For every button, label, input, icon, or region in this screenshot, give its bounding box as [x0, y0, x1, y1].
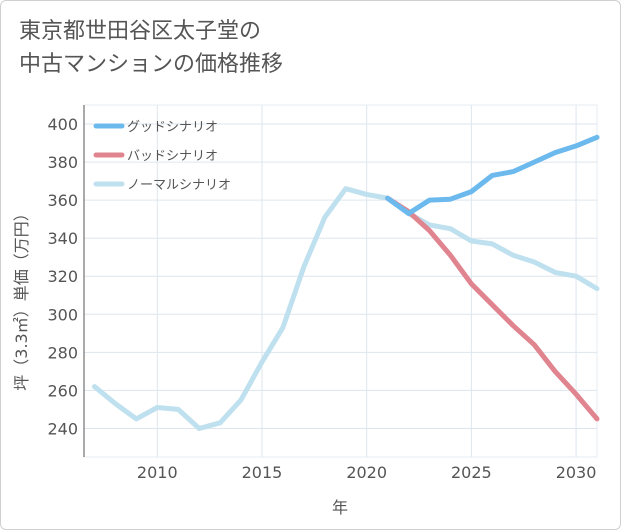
plot-area — [83, 104, 598, 458]
y-tick-label-340: 340 — [47, 229, 78, 248]
series-line-2 — [385, 195, 600, 422]
x-tick-labels: 2010 2015 2020 2025 2030 — [137, 463, 596, 482]
y-tick-label-300: 300 — [47, 305, 78, 324]
grid-lines — [84, 105, 597, 457]
chart-title-line-2: 中古マンションの価格推移 — [19, 52, 284, 77]
legend-label-2: バッドシナリオ — [127, 149, 218, 164]
x-tick-label-2010: 2010 — [137, 463, 178, 482]
y-axis-title: 坪（3.3㎡）単価（万円） — [12, 205, 31, 390]
x-axis-title: 年 — [332, 498, 348, 517]
x-tick-label-2025: 2025 — [451, 463, 492, 482]
y-tick-label-400: 400 — [47, 115, 78, 134]
y-tick-label-320: 320 — [47, 267, 78, 286]
legend-label-1: グッドシナリオ — [127, 120, 218, 135]
y-tick-label-260: 260 — [47, 381, 78, 400]
chart-title: 東京都世田谷区太子堂の 中古マンションの価格推移 — [19, 15, 283, 81]
series-line-3 — [92, 186, 600, 431]
series-lines — [92, 134, 600, 431]
series-line-1 — [385, 134, 600, 216]
y-tick-label-360: 360 — [47, 191, 78, 210]
y-tick-label-380: 380 — [47, 153, 78, 172]
x-tick-label-2020: 2020 — [346, 463, 387, 482]
chart-title-line-1: 東京都世田谷区太子堂の — [19, 19, 262, 44]
legend-label-3: ノーマルシナリオ — [127, 178, 231, 193]
x-tick-label-2015: 2015 — [242, 463, 283, 482]
y-tick-labels: 240 260 280 300 320 340 360 380 400 — [47, 115, 78, 438]
y-tick-label-280: 280 — [47, 343, 78, 362]
x-tick-label-2030: 2030 — [556, 463, 597, 482]
y-tick-label-240: 240 — [47, 419, 78, 438]
